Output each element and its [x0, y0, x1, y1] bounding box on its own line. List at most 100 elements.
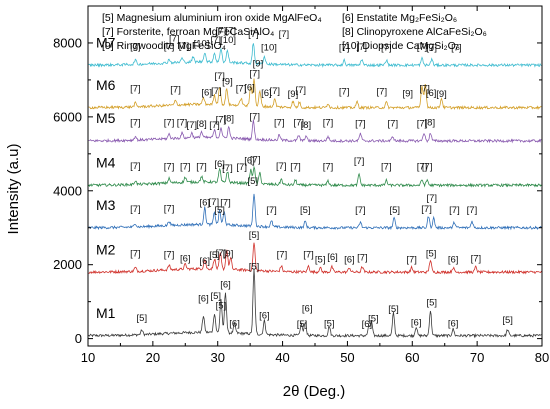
peak-label-m2-1: [7] [164, 249, 175, 260]
peak-label-m6-18: [6] [426, 88, 437, 99]
peak-label-m4-0: [7] [130, 161, 141, 172]
legend-entry-5: [10] Diopside CaMgSi₂O₆ [342, 40, 460, 52]
peak-label-m1-2: [5] [210, 291, 221, 302]
peak-label-m4-6: [7] [236, 162, 247, 173]
peak-label-m1-8: [5] [297, 319, 308, 330]
peak-label-m6-17: [7] [419, 84, 430, 95]
peak-label-m1-5: [6] [229, 318, 240, 329]
peak-label-m7-5: [7] [210, 35, 221, 46]
y-tick-label-3: 6000 [53, 109, 82, 124]
peak-label-m5-1: [7] [164, 118, 175, 129]
x-tick-label-6: 70 [470, 350, 484, 365]
peak-label-m4-1: [7] [164, 161, 175, 172]
peak-label-m4-9: [7] [276, 161, 287, 172]
peak-label-m1-7: [6] [259, 310, 270, 321]
peak-label-m1-6: [5] [249, 262, 260, 273]
peak-label-m2-9: [7] [303, 249, 314, 260]
peak-label-m6-5: [9] [222, 76, 233, 87]
peak-label-m5-10: [7] [294, 118, 305, 129]
peak-label-m2-12: [6] [344, 254, 355, 265]
peak-label-m5-11: [8] [301, 120, 312, 131]
series-label-m7: M7 [96, 34, 116, 50]
peak-label-m7-14: [7] [381, 43, 392, 54]
peak-label-m6-10: [6] [261, 88, 272, 99]
peak-label-m6-14: [7] [339, 87, 350, 98]
peak-label-m3-3: [7] [209, 197, 220, 208]
peak-label-m3-9: [7] [355, 205, 366, 216]
y-tick-label-4: 8000 [53, 35, 82, 50]
peak-label-m4-2: [7] [180, 161, 191, 172]
peak-label-m7-12: [7] [339, 42, 350, 53]
peak-label-m5-8: [7] [249, 111, 260, 122]
peak-label-m7-6: [7] [216, 25, 227, 36]
peak-label-m4-13: [7] [381, 161, 392, 172]
peak-label-m6-4: [7] [214, 71, 225, 82]
peak-label-m7-13: [7] [356, 42, 367, 53]
x-tick-label-3: 40 [275, 350, 289, 365]
series-label-m2: M2 [96, 241, 116, 257]
peak-label-m1-10: [5] [324, 318, 335, 329]
legend-entry-1: [6] Enstatite Mg₂FeSi₂O₆ [342, 12, 457, 24]
peak-label-m2-14: [7] [406, 254, 417, 265]
peak-label-m2-3: [6] [199, 256, 210, 267]
x-tick-label-7: 80 [535, 350, 549, 365]
peak-label-m2-5: [7] [216, 248, 227, 259]
y-axis-title: Intensity (a.u) [5, 144, 22, 235]
peak-label-m2-13: [7] [357, 252, 368, 263]
legend: [5] Magnesium aluminium iron oxide MgAlF… [102, 12, 487, 52]
series-label-m4: M4 [96, 155, 116, 171]
peak-label-m3-11: [7] [421, 204, 432, 215]
peak-label-m2-11: [6] [327, 252, 338, 263]
peak-label-m2-15: [5] [426, 249, 437, 260]
peak-label-m3-0: [7] [130, 204, 141, 215]
peak-label-m4-10: [7] [290, 161, 301, 172]
peak-label-m1-4: [6] [220, 280, 231, 291]
legend-entry-2: [7] Forsterite, ferroan MgFeCaSiAlO₄ [102, 26, 274, 38]
peak-label-m6-9: [9] [253, 59, 264, 70]
x-tick-label-2: 30 [210, 350, 224, 365]
legend-entry-0: [5] Magnesium aluminium iron oxide MgAlF… [102, 12, 322, 24]
peak-label-m4-14: [7] [417, 162, 428, 173]
peak-label-m2-8: [7] [277, 249, 288, 260]
peak-label-m4-12: [7] [354, 156, 365, 167]
peak-label-m3-8: [5] [300, 205, 311, 216]
peak-label-m3-14: [7] [467, 205, 478, 216]
peak-label-m5-15: [7] [417, 118, 428, 129]
series-line-m4 [88, 165, 542, 188]
peak-label-m4-5: [7] [222, 163, 233, 174]
peak-label-m6-2: [6] [201, 87, 212, 98]
peak-label-m6-7: [6] [244, 82, 255, 93]
peak-label-m1-17: [5] [502, 315, 513, 326]
series-line-m5 [88, 119, 542, 144]
peak-label-m6-13: [7] [295, 85, 306, 96]
peak-label-m5-9: [7] [274, 118, 285, 129]
peak-label-m4-15: [7] [422, 162, 433, 173]
peak-label-m7-1: [7] [164, 42, 175, 53]
x-tick-label-5: 60 [405, 350, 419, 365]
peak-label-m1-0: [5] [137, 313, 148, 324]
series-line-m2 [88, 242, 542, 275]
series-line-m7 [88, 43, 542, 68]
series-label-m3: M3 [96, 197, 116, 213]
series-line-m1 [88, 268, 542, 339]
series-label-m5: M5 [96, 110, 116, 126]
peak-label-m1-15: [5] [426, 297, 437, 308]
peak-label-m2-4: [5] [209, 250, 220, 261]
peak-label-m5-6: [7] [216, 114, 227, 125]
legend-entry-3: [8] Clinopyroxene AlCaFeSi₂O₆ [342, 26, 487, 38]
peak-label-m4-8: [7] [250, 155, 261, 166]
peak-label-m7-16: [7] [426, 42, 437, 53]
peak-label-m3-12: [7] [426, 193, 437, 204]
peak-label-m6-8: [7] [249, 69, 260, 80]
peak-label-m7-15: [7] [417, 42, 428, 53]
plot-frame [87, 5, 543, 347]
peak-label-m6-0: [7] [130, 84, 141, 95]
peak-label-m6-6: [7] [236, 84, 247, 95]
peak-label-m1-1: [6] [198, 293, 209, 304]
peak-label-m7-17: [7] [451, 42, 462, 53]
peak-label-m1-9: [6] [302, 303, 313, 314]
peak-annotations: [5][6] [5][5][6][6][5][6][5][6][5] [6][5][… [130, 25, 513, 330]
peak-label-m7-3: [7] [179, 41, 190, 52]
y-tick-label-2: 4000 [53, 183, 82, 198]
series-label-m6: M6 [96, 77, 116, 93]
